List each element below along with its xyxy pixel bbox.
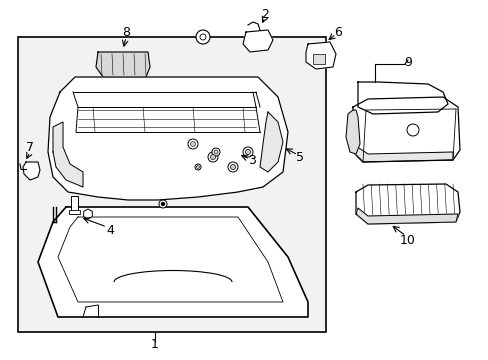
Text: 2: 2	[261, 8, 268, 21]
Polygon shape	[352, 146, 452, 162]
Text: 5: 5	[295, 150, 304, 163]
Circle shape	[187, 139, 198, 149]
Circle shape	[190, 141, 195, 147]
Polygon shape	[305, 42, 335, 69]
Circle shape	[214, 150, 218, 154]
Polygon shape	[355, 208, 457, 224]
Polygon shape	[23, 162, 40, 180]
Polygon shape	[243, 30, 272, 52]
Polygon shape	[260, 112, 283, 172]
Circle shape	[196, 30, 209, 44]
Polygon shape	[357, 82, 447, 114]
Polygon shape	[53, 122, 83, 187]
Polygon shape	[48, 77, 287, 200]
Bar	[18, 37, 325, 332]
Text: 8: 8	[122, 26, 130, 39]
Text: 10: 10	[399, 234, 415, 247]
Text: 7: 7	[26, 140, 34, 153]
Circle shape	[245, 149, 250, 154]
Circle shape	[227, 162, 238, 172]
Polygon shape	[96, 52, 150, 77]
Circle shape	[207, 152, 218, 162]
Polygon shape	[352, 97, 459, 162]
Polygon shape	[346, 110, 359, 154]
Circle shape	[196, 166, 199, 168]
Circle shape	[200, 34, 205, 40]
Text: 3: 3	[247, 153, 255, 166]
Circle shape	[210, 154, 215, 159]
Text: 6: 6	[333, 26, 341, 39]
Circle shape	[212, 148, 220, 156]
Bar	[71, 196, 78, 214]
Text: 1: 1	[151, 338, 159, 351]
Circle shape	[161, 202, 164, 206]
Polygon shape	[355, 184, 459, 224]
Circle shape	[243, 147, 252, 157]
Text: 4: 4	[106, 224, 114, 237]
Circle shape	[195, 164, 201, 170]
Circle shape	[159, 200, 167, 208]
Bar	[312, 54, 325, 64]
Text: 9: 9	[403, 55, 411, 68]
Bar	[69, 210, 80, 214]
Circle shape	[230, 165, 235, 170]
Polygon shape	[38, 207, 307, 317]
Circle shape	[406, 124, 418, 136]
